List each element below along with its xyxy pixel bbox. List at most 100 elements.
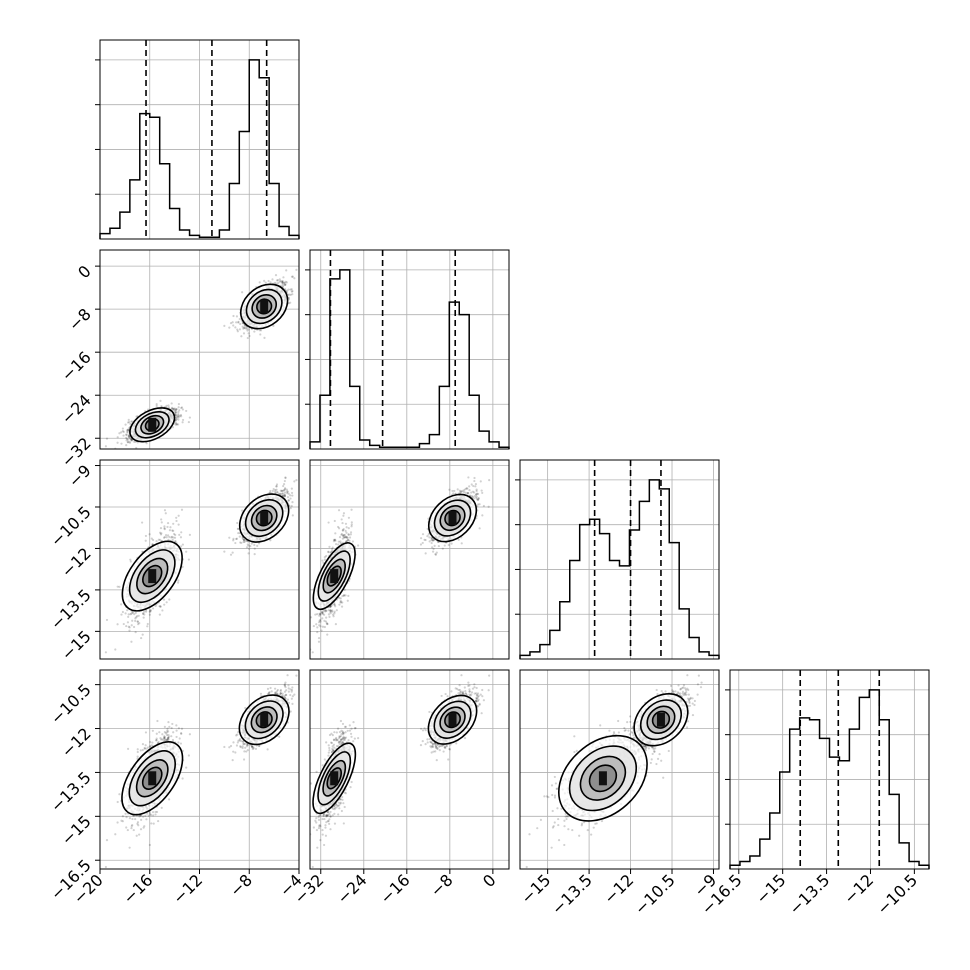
sample-point [125,444,128,447]
density-peak [148,417,157,432]
sample-point [141,521,144,524]
sample-point [345,535,348,538]
sample-point [281,281,284,284]
sample-point [180,531,183,534]
sample-point [128,441,132,444]
sample-point [124,423,127,426]
sample-point [283,479,286,483]
sample-point [281,280,284,284]
sample-point [333,603,336,606]
sample-point [136,620,139,623]
sample-point [178,409,181,412]
sample-point [175,408,178,412]
sample-point [127,615,130,618]
hist-panel-0 [95,39,300,240]
density-contour [255,509,273,527]
sample-point [126,441,130,444]
sample-point [128,626,131,629]
sample-point [175,423,179,426]
sample-point [241,509,244,512]
sample-point [269,539,272,542]
sample-point [176,581,180,584]
sample-point [177,410,180,414]
sample-point [163,603,166,606]
sample-point [137,614,140,617]
sample-point [253,543,256,547]
sample-point [180,545,183,548]
sample-point [159,399,162,402]
sample-point [282,276,285,279]
sample-point [177,579,180,582]
sample-point [237,531,240,535]
sample-point [282,489,285,492]
sample-point [235,537,238,541]
sample-point [281,489,284,493]
sample-point [170,535,174,538]
density-peak [260,299,269,314]
sample-point [131,611,134,614]
density-peak [148,569,157,584]
sample-point [243,539,246,542]
sample-point [238,328,242,331]
sample-point [283,283,286,286]
sample-point [143,610,146,613]
sample-point [322,561,325,564]
sample-point [177,402,180,406]
histogram-step [309,269,510,449]
density-peak [260,511,269,526]
sample-point [164,512,167,515]
sample-point [236,521,239,525]
sample-point [323,558,326,561]
sample-point [128,629,131,632]
sample-point [172,407,175,410]
sample-point [289,301,292,304]
sample-point [275,483,279,486]
sample-point [128,420,131,424]
sample-point [177,412,180,416]
sample-points [104,268,298,449]
sample-point [241,537,244,540]
sample-point [121,427,124,430]
sample-point [289,494,292,497]
sample-point [130,438,133,441]
sample-point [170,407,174,410]
sample-point [278,278,281,281]
sample-point [148,610,151,613]
sample-point [130,438,133,441]
sample-point [282,284,285,287]
sample-point [287,492,290,495]
sample-point [279,489,282,492]
sample-point [273,490,277,493]
sample-point [166,521,170,525]
density-contour [140,414,165,435]
sample-point [124,612,127,615]
sample-point [317,640,321,643]
sample-point [239,322,242,326]
sample-point [167,538,170,541]
sample-point [286,492,289,495]
sample-point [173,408,176,411]
sample-point [242,538,246,542]
sample-point [325,554,328,558]
sample-point [180,406,184,409]
sample-point [133,440,136,443]
sample-point [176,415,179,418]
sample-point [281,281,284,284]
sample-point [343,588,346,592]
sample-point [318,613,322,616]
sample-point [339,597,342,600]
sample-point [126,429,129,432]
sample-point [126,609,129,612]
sample-point [323,556,326,559]
sample-point [171,538,174,541]
sample-point [155,539,158,543]
sample-point [160,518,163,521]
sample-point [281,492,285,495]
sample-point [128,436,131,439]
sample-point [276,279,280,282]
sample-point [129,422,132,425]
sample-point [158,605,161,608]
sample-point [145,610,148,613]
sample-point [282,483,286,486]
sample-point [283,491,287,494]
